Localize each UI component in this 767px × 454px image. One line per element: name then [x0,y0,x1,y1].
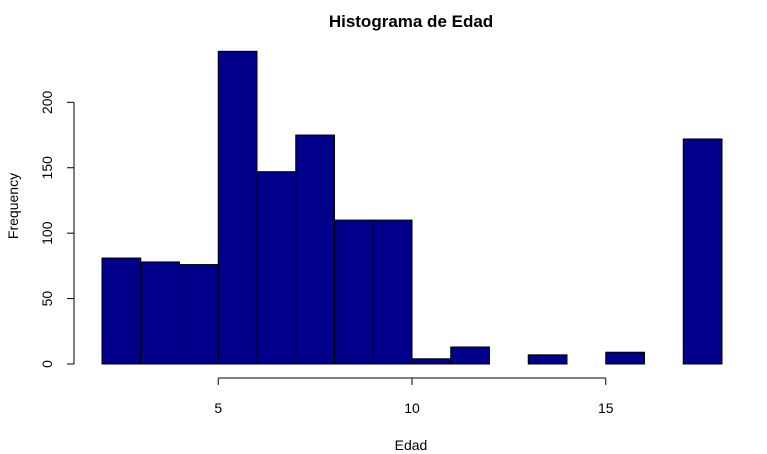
histogram-bar-4-5 [179,264,219,365]
y-tick-label-0: 0 [39,360,55,368]
histogram-bar-7-8 [295,134,335,365]
histogram-bar-11-12 [450,346,490,365]
bars-group [101,50,723,365]
histogram-bar-2-3 [101,257,142,365]
x-tick-label-15: 15 [598,400,614,416]
chart-title: Histograma de Edad [329,12,493,31]
x-axis-label: Edad [395,437,428,453]
x-tick-label-5: 5 [214,400,222,416]
histogram-bar-6-7 [256,171,297,365]
histogram-bar-10-11 [411,358,452,365]
y-tick-label-150: 150 [39,156,55,180]
y-axis-label: Frequency [5,173,21,239]
x-axis-ticks: 5 10 15 [214,378,614,416]
y-tick-label-50: 50 [39,291,55,307]
histogram-bar-3-4 [140,261,180,365]
x-tick-label-10: 10 [404,400,420,416]
histogram-bar-13-14 [527,354,568,365]
histogram-bar-17-18 [682,138,723,365]
histogram-bar-15-16 [605,351,645,365]
y-tick-label-100: 100 [39,221,55,245]
histogram-bar-5-6 [217,50,258,365]
y-axis-ticks: 0 50 100 150 200 [39,90,74,368]
y-tick-label-200: 200 [39,90,55,114]
histogram-bar-8-9 [334,219,374,365]
histogram-bar-9-10 [372,219,413,365]
